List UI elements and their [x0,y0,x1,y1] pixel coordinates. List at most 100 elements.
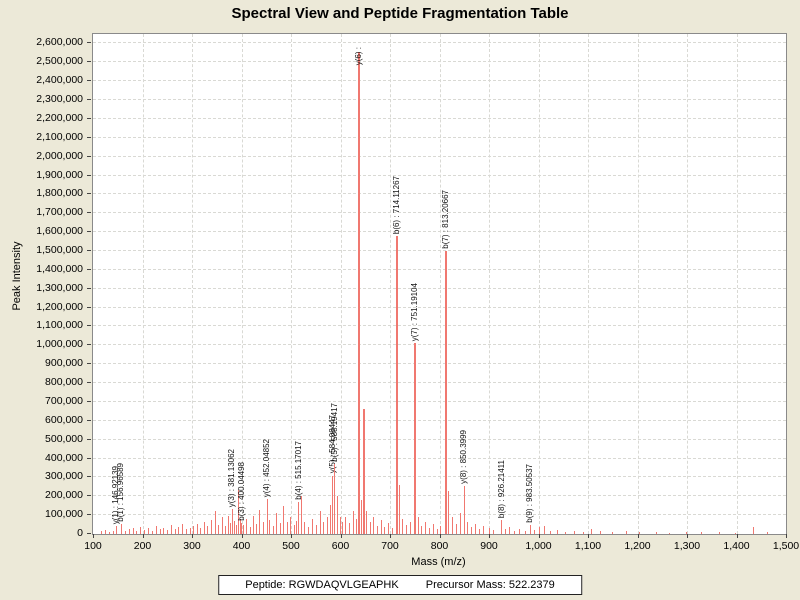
spectrum-peak [556,529,558,534]
spectrum-peak [132,527,134,534]
x-axis-title: Mass (m/z) [411,556,466,568]
gridline-vertical [439,34,441,534]
spectrum-peak [421,526,423,534]
spectrum-peak [348,522,350,534]
spectrum-peak [513,530,515,534]
spectrum-peak [163,527,165,534]
y-tick-label: 2,500,000 [36,55,83,68]
y-tick-label: 1,700,000 [36,206,83,219]
y-tick-label: 300,000 [45,470,83,483]
x-tick-label: 300 [183,540,201,552]
y-tick-mark [87,476,91,478]
spectrum-peak [582,532,584,534]
spectrum-peak [478,529,480,534]
spectrum-peak [591,529,593,534]
spectrum-peak [417,516,419,534]
spectrum-peak [298,501,299,534]
y-tick-mark [87,325,91,327]
x-tick-label: 1,300 [673,540,701,552]
spectrum-peak [483,526,485,534]
y-tick-mark [87,514,91,516]
spectrum-peak [612,532,614,534]
spectrum-peak [323,521,325,534]
y-tick-label: 200,000 [45,489,83,502]
spectrum-peak [121,532,123,534]
spectrum-peak [170,525,172,534]
spectrum-peak [432,524,434,534]
spectrum-peak [312,518,314,534]
spectrum-peak [225,526,227,534]
spectrum-peak [159,529,161,534]
x-tick-mark [538,534,540,538]
y-tick-label: 2,400,000 [36,74,83,87]
spectrum-peak [228,516,230,534]
spectrum-peak [269,520,271,534]
spectrum-peak [196,524,198,534]
spectrum-peak [262,522,264,534]
spectrum-peak [215,511,217,534]
spectrum-peak [414,343,417,534]
y-tick-label: 1,400,000 [36,262,83,275]
spectrum-peak [293,525,295,534]
spectrum-peak [352,510,354,534]
spectrum-peak [452,516,454,534]
x-tick-label: 700 [381,540,399,552]
spectrum-peak [105,529,107,534]
y-tick-label: 700,000 [45,394,83,407]
gridline-vertical [736,34,738,534]
spectrum-peak [505,529,507,534]
x-tick-mark [736,534,738,538]
page-title: Spectral View and Peptide Fragmentation … [231,5,569,22]
peak-label: b(8) : 926.21411 [496,459,506,518]
spectrum-peak [182,524,184,534]
y-tick-mark [87,249,91,251]
spectrum-peak [459,512,461,534]
spectrum-peak [319,510,321,534]
x-tick-label: 1,000 [525,540,552,552]
spectrum-peak [398,484,400,534]
spectrum-peak [549,530,551,534]
spectrum-peak [402,518,404,534]
x-tick-mark [588,534,589,538]
spectrum-peak [718,531,720,534]
gridline-vertical [291,34,292,534]
peak-label: y(6) : [354,46,364,66]
spectrum-peak [189,527,191,534]
spectrum-peak [174,528,176,534]
gridline-vertical [489,34,490,534]
spectrum-peak [255,524,257,534]
plot-area[interactable]: y(1) : 146.92139 b(1) : 156.96589 y(3) : 3… [92,33,787,535]
y-tick-mark [87,382,91,384]
spectrum-peak [467,522,469,534]
spectrum-peak [524,530,526,534]
spectrum-peak [167,530,169,534]
spectrum-peak [308,527,310,534]
spectrum-peak [234,520,236,534]
spectrum-peak [766,532,768,534]
spectrum-peak [231,509,233,534]
spectrum-peak [463,485,465,534]
spectrum-peak [120,523,122,534]
x-tick-label: 1,200 [624,540,651,552]
x-tick-mark [786,534,787,538]
gridline-vertical [390,34,391,534]
spectrum-peak [501,519,503,534]
spectrum-peak [534,530,536,534]
spectrum-peak [186,529,188,534]
spectrum-peak [669,532,671,534]
spectrum-peak [252,515,254,534]
spectrum-peak [249,527,251,534]
spectrum-peak [369,522,371,534]
y-tick-label: 2,600,000 [36,36,83,49]
y-tick-mark [87,155,91,157]
spectrum-peak [436,529,438,534]
spectrum-peak [599,531,601,534]
y-tick-label: 400,000 [45,451,83,464]
peak-label: y(3) : 381.13062 [227,449,237,508]
spectrum-peak [424,521,426,534]
spectrum-peak [218,524,220,534]
spectrum-peak [178,526,180,534]
x-tick-label: 800 [430,540,449,552]
spectrum-peak [300,496,302,534]
spectrum-peak [474,524,476,534]
